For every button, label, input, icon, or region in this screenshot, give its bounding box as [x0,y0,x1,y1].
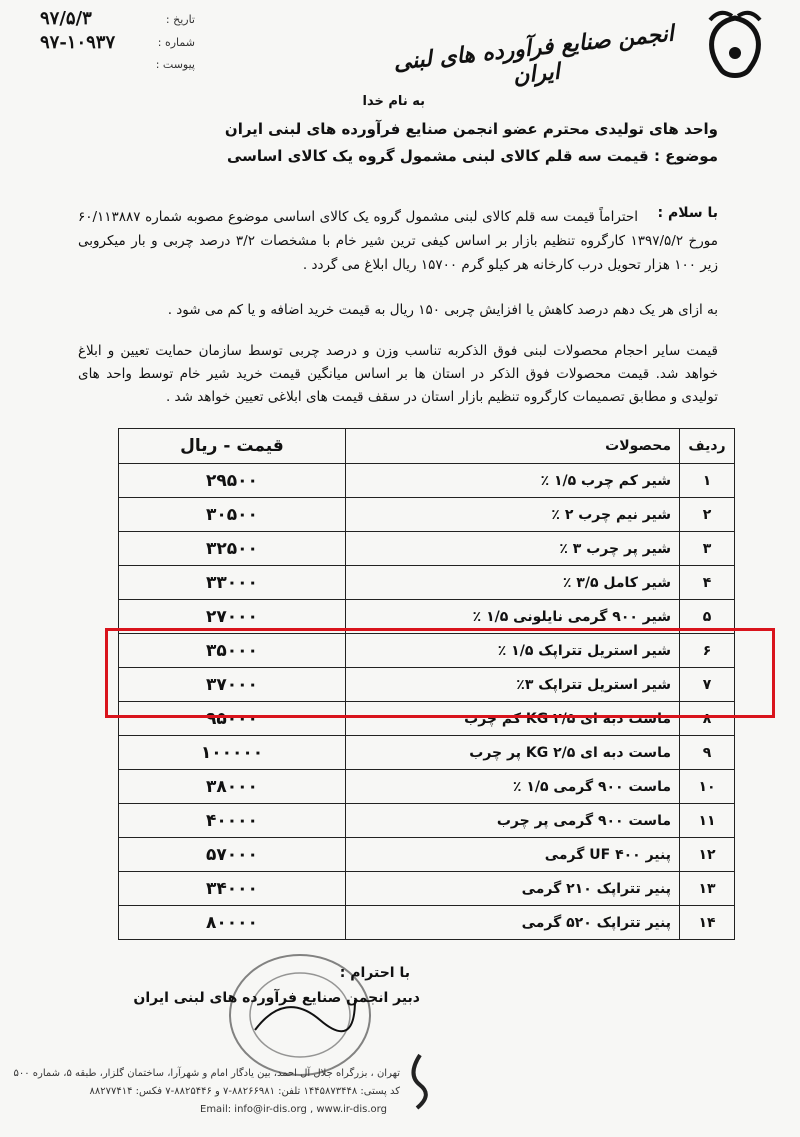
footer-phones: کد پستی: ۱۴۴۵۸۷۳۴۴۸ تلفن: ۸۸۲۶۶۹۸۱-۷ و ۸… [89,1086,401,1097]
price: ۲۹۵۰۰ [118,463,346,498]
stamp [229,954,371,1076]
row-number: ۳ [679,531,735,566]
price: ۹۵۰۰۰ [118,701,346,736]
footer-logo [411,1053,428,1110]
basmala: به نام خدا [362,94,425,109]
price: ۳۳۰۰۰ [118,565,346,600]
row-number: ۱۱ [679,803,735,838]
table-body: ۱ شیر کم چرب ۱/۵ ٪ ۲۹۵۰۰ ۲ شیر نیم چرب ۲ ٪ ۳۰… [118,463,735,940]
attachment-label: پیوست : [155,58,195,71]
product: پنیر تتراپک ۲۱۰ گرمی [345,871,680,906]
row-number: ۱۴ [679,905,735,940]
row-number: ۱۳ [679,871,735,906]
greeting: با سلام : [657,205,718,221]
price: ۴۰۰۰۰ [118,803,346,838]
product: پنیر تتراپک ۵۲۰ گرمی [345,905,680,940]
table-row: ۲ شیر نیم چرب ۲ ٪ ۳۰۵۰۰ [118,497,735,532]
product: ماست ۹۰۰ گرمی ۱/۵ ٪ [345,769,680,804]
logo [708,10,762,78]
product: شیر کامل ۳/۵ ٪ [345,565,680,600]
table-row: ۹ ماست دبه ای KG ۲/۵ پر چرب ۱۰۰۰۰۰ [118,735,735,770]
product: شیر کم چرب ۱/۵ ٪ [345,463,680,498]
table-row: ۱۱ ماست ۹۰۰ گرمی پر چرب ۴۰۰۰۰ [118,803,735,838]
table-header: ردیف محصولات قیمت - ریال [118,428,735,464]
price-table: ردیف محصولات قیمت - ریال ۱ شیر کم چرب ۱/۵… [118,428,735,940]
number-label: شماره : [157,36,195,49]
footer-address: تهران ، بزرگراه جلال آل احمد، بین یادگار… [13,1068,400,1079]
price: ۱۰۰۰۰۰ [118,735,346,770]
date: ۹۷/۵/۳ [40,8,92,29]
table-row: ۱۰ ماست ۹۰۰ گرمی ۱/۵ ٪ ۳۸۰۰۰ [118,769,735,804]
table-row: ۴ شیر کامل ۳/۵ ٪ ۳۳۰۰۰ [118,565,735,600]
header-cell: قیمت - ریال [118,428,346,464]
table-row: ۱۳ پنیر تتراپک ۲۱۰ گرمی ۳۴۰۰۰ [118,871,735,906]
logo-text: انجمن صنایع فرآورده های لبنی ایران [392,20,676,90]
date-label: تاریخ : [165,13,195,26]
closing: با احترام : [339,965,410,981]
row-number: ۱ [679,463,735,498]
product: پنیر UF ۴۰۰ گرمی [345,837,680,872]
table-row: ۷ شیر استریل تتراپک ۳٪ ۳۷۰۰۰ [118,667,735,702]
row-number: ۴ [679,565,735,600]
table-row: ۶ شیر استریل تتراپک ۱/۵ ٪ ۳۵۰۰۰ [118,633,735,668]
signer: دبیر انجمن صنایع فرآورده های لبنی ایران [133,990,420,1006]
table-row: ۱۲ پنیر UF ۴۰۰ گرمی ۵۷۰۰۰ [118,837,735,872]
price: ۳۵۰۰۰ [118,633,346,668]
product: ماست دبه ای KG ۲/۵ پر چرب [345,735,680,770]
row-number: ۲ [679,497,735,532]
price: ۳۴۰۰۰ [118,871,346,906]
price: ۸۰۰۰۰ [118,905,346,940]
product: شیر پر چرب ۳ ٪ [345,531,680,566]
recipient: واحد های تولیدی محترم عضو انجمن صنایع فر… [224,120,718,138]
paragraph: قیمت سایر احجام محصولات لبنی فوق الذکربه… [78,343,718,405]
price: ۳۸۰۰۰ [118,769,346,804]
row-number: ۱۰ [679,769,735,804]
header-cell: محصولات [345,428,680,464]
price: ۵۷۰۰۰ [118,837,346,872]
row-number: ۷ [679,667,735,702]
subject: موضوع : قیمت سه قلم کالای لبنی مشمول گرو… [226,147,718,165]
price: ۳۲۵۰۰ [118,531,346,566]
price: ۳۰۵۰۰ [118,497,346,532]
header-cell: ردیف [679,428,735,464]
paragraph: احتراماً قیمت سه قلم کالای لبنی مشمول گر… [78,209,718,273]
table-row: ۱ شیر کم چرب ۱/۵ ٪ ۲۹۵۰۰ [118,463,735,498]
number: ۹۷-۱۰۹۳۷ [40,32,116,53]
row-number: ۱۲ [679,837,735,872]
highlight-box [105,628,775,718]
table-row: ۱۴ پنیر تتراپک ۵۲۰ گرمی ۸۰۰۰۰ [118,905,735,940]
paragraph: به ازای هر یک دهم درصد کاهش یا افزایش چر… [167,302,718,318]
footer-email: Email: info@ir-dis.org , www.ir-dis.org [200,1104,387,1115]
row-number: ۹ [679,735,735,770]
product: ماست ۹۰۰ گرمی پر چرب [345,803,680,838]
product: شیر استریل تتراپک ۱/۵ ٪ [345,633,680,668]
product: شیر نیم چرب ۲ ٪ [345,497,680,532]
table-row: ۳ شیر پر چرب ۳ ٪ ۳۲۵۰۰ [118,531,735,566]
